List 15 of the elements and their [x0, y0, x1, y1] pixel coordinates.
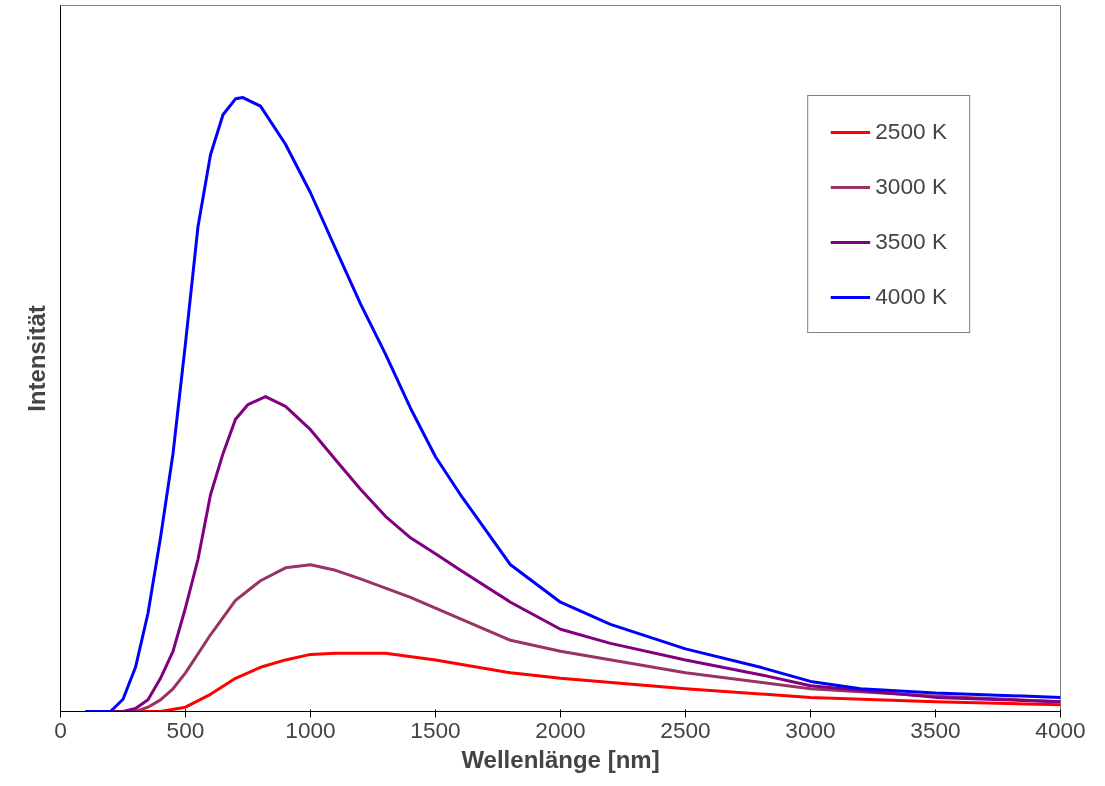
x-tick-label: 0: [54, 716, 67, 743]
x-tick-label: 3500: [910, 716, 961, 743]
x-tick-label: 2500: [660, 716, 711, 743]
x-tick-label: 1500: [410, 716, 461, 743]
legend-label: 3000 K: [875, 173, 947, 200]
x-tick-label: 1000: [285, 716, 336, 743]
x-axis-title: Wellenlänge [nm]: [461, 745, 660, 773]
legend-label: 2500 K: [875, 118, 947, 145]
x-tick-label: 3000: [785, 716, 836, 743]
x-tick-label: 4000: [1035, 716, 1086, 743]
y-axis-title: Intensität: [22, 305, 50, 412]
legend-label: 4000 K: [875, 283, 947, 310]
legend-label: 3500 K: [875, 228, 947, 255]
x-tick-label: 500: [166, 716, 205, 743]
x-tick-label: 2000: [535, 716, 586, 743]
